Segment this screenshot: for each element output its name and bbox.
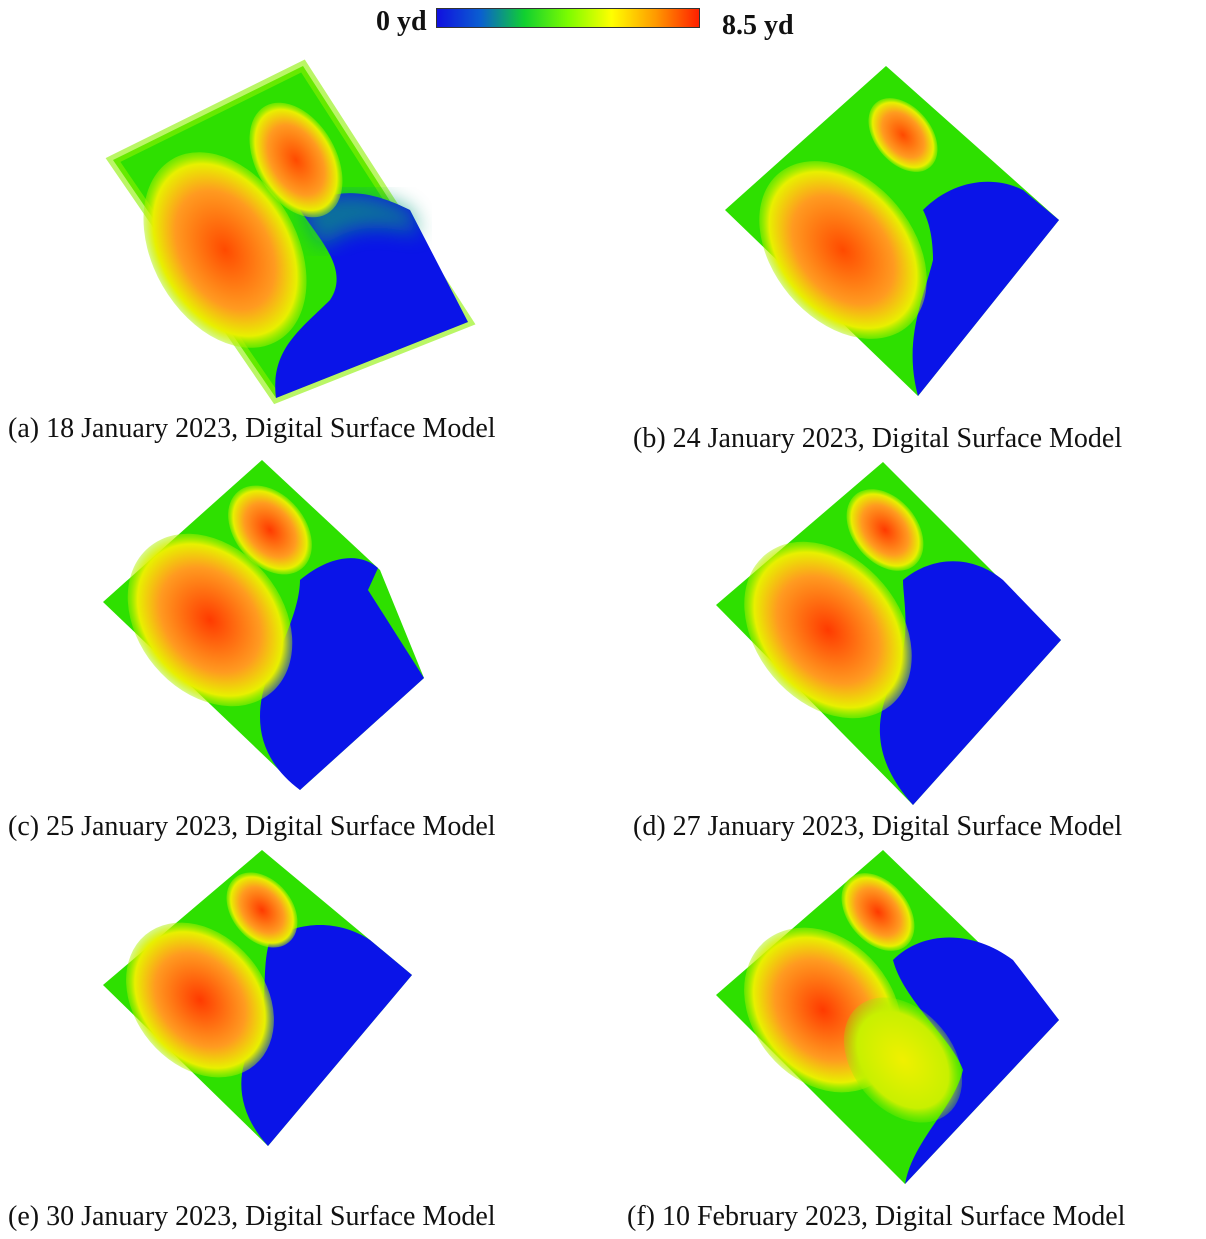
surface-model-d (716, 462, 1061, 805)
water-region (893, 937, 1059, 1184)
water-region (879, 561, 1061, 805)
panel-b: (b) 24 January 2023, Digital Surface Mod… (603, 0, 1206, 460)
pile-2 (846, 489, 924, 571)
caption-f: (f) 10 February 2023, Digital Surface Mo… (627, 1201, 1126, 1232)
panel-a: (a) 18 January 2023, Digital Surface Mod… (0, 0, 603, 460)
surface-model-f (716, 850, 1059, 1184)
pile-2 (228, 485, 312, 575)
colorbar-max-label: 8.5 yd (722, 10, 794, 41)
pile-2 (841, 873, 915, 951)
colorbar-min-label: 0 yd (376, 6, 427, 37)
panel-f: (f) 10 February 2023, Digital Surface Mo… (603, 850, 1206, 1239)
water-region (275, 193, 468, 398)
pile-1 (143, 152, 307, 348)
colorbar: 0 yd 8.5 yd (0, 0, 1206, 50)
pile-1 (759, 161, 927, 339)
panel-e: (e) 30 January 2023, Digital Surface Mod… (0, 850, 603, 1239)
panel-c: (c) 25 January 2023, Digital Surface Mod… (0, 460, 603, 850)
pile-2 (226, 872, 298, 948)
surface-model-e (103, 850, 412, 1146)
surface-model-b (725, 66, 1059, 396)
water-region (912, 181, 1059, 396)
caption-a: (a) 18 January 2023, Digital Surface Mod… (8, 413, 496, 444)
surface-model-c (103, 460, 424, 790)
pile-1 (127, 533, 293, 707)
water-region (241, 925, 412, 1146)
surface-model-a (105, 59, 476, 405)
water-region (260, 558, 424, 790)
caption-d: (d) 27 January 2023, Digital Surface Mod… (633, 811, 1123, 842)
caption-e: (e) 30 January 2023, Digital Surface Mod… (8, 1201, 496, 1232)
pile-1 (744, 541, 912, 719)
pile-1 (126, 922, 274, 1078)
caption-c: (c) 25 January 2023, Digital Surface Mod… (8, 811, 496, 842)
pile-3 (843, 997, 963, 1123)
pile-2 (868, 98, 938, 172)
pile-2 (249, 102, 343, 218)
panel-d: (d) 27 January 2023, Digital Surface Mod… (603, 460, 1206, 850)
colorbar-gradient (436, 8, 700, 28)
caption-b: (b) 24 January 2023, Digital Surface Mod… (633, 423, 1123, 454)
